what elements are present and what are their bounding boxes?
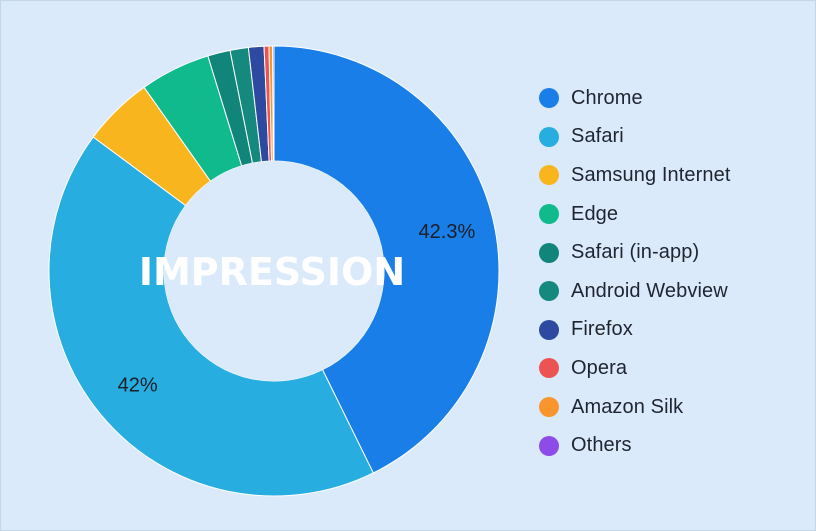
legend-label: Android Webview <box>571 279 728 302</box>
legend-item-safari[interactable]: Safari <box>539 118 730 157</box>
donut-hole <box>164 161 384 381</box>
legend-swatch <box>539 88 559 109</box>
center-label: IMPRESSION <box>139 250 405 294</box>
legend-item-safari-in-app[interactable]: Safari (in-app) <box>539 233 730 272</box>
legend-label: Amazon Silk <box>571 395 684 418</box>
donut-slices <box>48 45 500 497</box>
legend: Chrome Safari Samsung Internet Edge Safari (… <box>539 79 730 465</box>
legend-item-opera[interactable]: Opera <box>539 349 730 388</box>
legend-label: Opera <box>571 356 628 379</box>
legend-item-samsung-internet[interactable]: Samsung Internet <box>539 156 730 195</box>
slice-label-chrome: 42.3% <box>419 221 476 243</box>
legend-label: Edge <box>571 202 619 225</box>
legend-swatch <box>539 397 559 418</box>
legend-label: Chrome <box>571 86 643 109</box>
legend-label: Firefox <box>571 318 633 341</box>
legend-swatch <box>539 435 559 456</box>
legend-swatch <box>539 126 559 147</box>
legend-item-android-webview[interactable]: Android Webview <box>539 272 730 311</box>
donut-chart: IMPRESSION 42.3% 42% <box>48 45 500 497</box>
legend-item-chrome[interactable]: Chrome <box>539 79 730 118</box>
legend-swatch <box>539 358 559 379</box>
legend-label: Samsung Internet <box>571 163 731 186</box>
legend-label: Safari <box>571 125 624 148</box>
legend-swatch <box>539 204 559 225</box>
legend-item-amazon-silk[interactable]: Amazon Silk <box>539 388 730 427</box>
legend-item-firefox[interactable]: Firefox <box>539 311 730 350</box>
legend-item-edge[interactable]: Edge <box>539 195 730 234</box>
legend-label: Others <box>571 434 632 457</box>
legend-swatch <box>539 281 559 302</box>
legend-swatch <box>539 242 559 263</box>
slice-label-safari: 42% <box>118 375 158 397</box>
legend-swatch <box>539 319 559 340</box>
legend-swatch <box>539 165 559 186</box>
slice-others[interactable] <box>272 45 275 162</box>
legend-item-others[interactable]: Others <box>539 426 730 465</box>
legend-label: Safari (in-app) <box>571 241 700 264</box>
slice-labels: 42.3% 42% <box>118 221 476 397</box>
